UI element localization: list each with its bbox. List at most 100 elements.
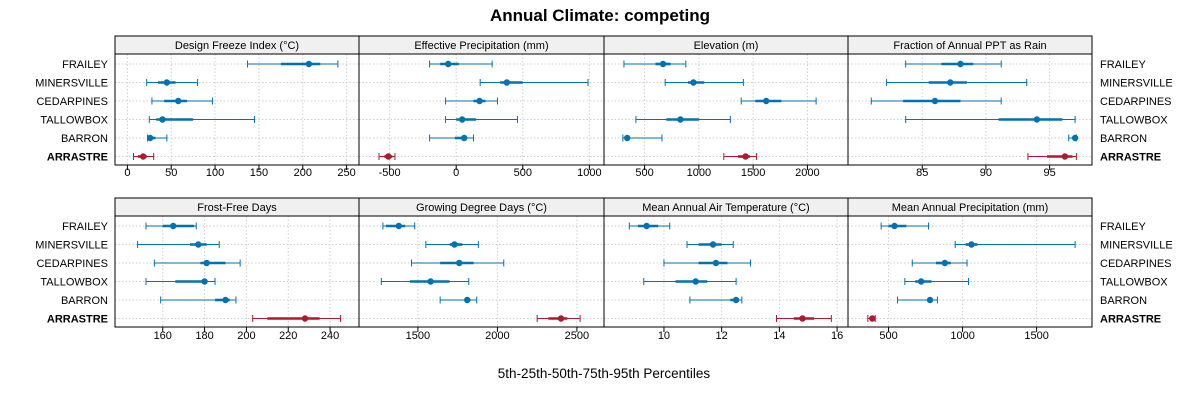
x-tick-label: 2500: [565, 330, 589, 342]
interval-barron: [439, 296, 478, 304]
panel-frame: [603, 53, 849, 166]
x-tick-label: 200: [237, 330, 255, 342]
site-label-left: CEDARPINES: [36, 258, 108, 270]
interval-tallowbox: [145, 278, 216, 285]
panel-frame: [358, 215, 605, 328]
median-point: [395, 222, 403, 230]
site-label-right: FRAILEY: [1100, 59, 1147, 71]
site-label-right: BARRON: [1100, 133, 1147, 145]
interval-tallowbox: [148, 116, 256, 123]
median-point: [742, 153, 749, 160]
panel-0-2: Elevation (m) 500 1000 1500 2000: [603, 35, 849, 179]
site-label-left: ARRASTRE: [47, 152, 108, 164]
median-point: [460, 134, 468, 142]
interval-barron: [689, 296, 743, 304]
interval-cedarpines: [411, 259, 505, 267]
interval-tallowbox: [380, 278, 470, 285]
x-tick-label: 200: [294, 167, 312, 179]
median-point: [476, 97, 483, 105]
median-point: [732, 296, 740, 304]
median-point: [643, 222, 650, 230]
panel-frame: [603, 215, 849, 328]
median-point: [385, 153, 392, 160]
median-point: [677, 116, 684, 123]
panel-0-3: Fraction of Annual PPT as Rain 85 90 95: [847, 35, 1093, 179]
x-tick-label: 85: [916, 167, 928, 179]
median-point: [445, 60, 452, 68]
median-point: [891, 222, 898, 230]
interval-frailey: [628, 222, 671, 230]
x-tick-label: 2000: [485, 330, 509, 342]
interval-frailey: [382, 222, 416, 230]
interval-barron: [1068, 134, 1079, 142]
site-label-right: MINERSVILLE: [1100, 78, 1173, 90]
median-point: [947, 79, 954, 86]
x-tick-label: 14: [773, 330, 785, 342]
interval-cedarpines: [870, 97, 1002, 105]
panel-0-0: Design Freeze Index (°C) 0 50 100 150 200 250: [114, 35, 360, 179]
panel-frame: [847, 53, 1093, 166]
x-tick-label: 180: [195, 330, 213, 342]
median-point: [301, 315, 309, 322]
site-label-right: CEDARPINES: [1100, 96, 1172, 108]
interval-tallowbox: [904, 278, 970, 285]
site-label-left: MINERSVILLE: [35, 240, 108, 252]
panel-title: Mean Annual Precipitation (mm): [892, 202, 1049, 214]
interval-tallowbox: [643, 278, 737, 285]
interval-barron: [429, 134, 475, 142]
median-point: [869, 315, 876, 322]
site-label-right: ARRASTRE: [1100, 152, 1161, 164]
x-tick-label: 500: [514, 167, 532, 179]
interval-arrastre: [536, 315, 581, 322]
panel-0-1: Effective Precipitation (mm) -500 0 500 1000: [358, 35, 605, 179]
site-label-left: MINERSVILLE: [35, 78, 108, 90]
panel-title: Fraction of Annual PPT as Rain: [893, 40, 1046, 52]
x-tick-label: 2000: [795, 167, 819, 179]
median-point: [557, 315, 565, 322]
interval-arrastre: [133, 153, 155, 160]
x-axis-label: 5th-25th-50th-75th-95th Percentiles: [498, 366, 711, 381]
chart-title: Annual Climate: competing: [490, 6, 710, 25]
median-point: [305, 60, 313, 68]
panel-1-0: Frost-Free Days 160 180 200 220 240: [114, 197, 360, 342]
site-label-right: BARRON: [1100, 295, 1147, 307]
interval-arrastre: [378, 153, 396, 160]
interval-tallowbox: [635, 116, 731, 123]
panel-grid: Design Freeze Index (°C)0 50 100 150 200 250E…: [35, 35, 1173, 342]
median-point: [456, 259, 463, 267]
median-point: [458, 116, 466, 123]
interval-minersville: [954, 241, 1076, 248]
median-point: [659, 60, 667, 68]
interval-barron: [622, 134, 663, 142]
x-tick-label: 1000: [950, 330, 974, 342]
median-point: [624, 134, 631, 142]
x-tick-label: 100: [206, 167, 224, 179]
site-label-left: FRAILEY: [62, 59, 109, 71]
interval-tallowbox: [445, 116, 518, 123]
site-label-left: FRAILEY: [62, 221, 109, 233]
median-point: [957, 60, 964, 68]
median-point: [451, 241, 458, 248]
interval-tallowbox: [905, 116, 1076, 123]
median-point: [917, 278, 925, 285]
median-point: [931, 97, 939, 105]
x-tick-label: 0: [453, 167, 459, 179]
interval-cedarpines: [911, 259, 968, 267]
x-tick-label: 90: [980, 167, 992, 179]
interval-frailey: [880, 222, 930, 230]
x-tick-label: 10: [658, 330, 670, 342]
site-label-right: FRAILEY: [1100, 221, 1147, 233]
median-point: [762, 97, 770, 105]
median-point: [503, 79, 510, 86]
x-tick-label: 240: [321, 330, 339, 342]
median-point: [463, 296, 471, 304]
x-tick-label: 500: [635, 167, 653, 179]
median-point: [195, 241, 202, 248]
interval-cedarpines: [153, 259, 241, 267]
median-point: [201, 278, 208, 285]
interval-minersville: [137, 241, 220, 248]
median-point: [175, 97, 182, 105]
median-point: [159, 116, 166, 123]
median-point: [163, 79, 171, 86]
x-tick-label: 250: [337, 167, 355, 179]
